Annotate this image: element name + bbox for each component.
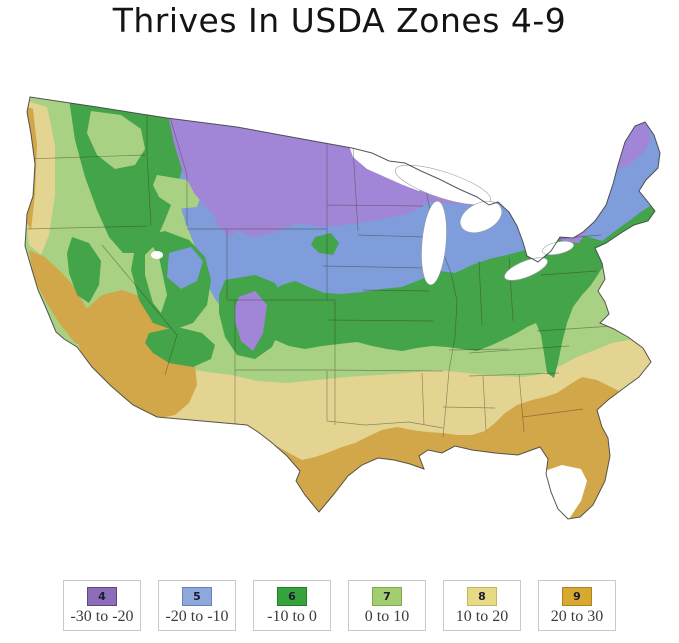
lake-superior xyxy=(394,164,492,206)
zone4-range: -30 to -20 xyxy=(70,608,134,625)
zone9-swatch: 9 xyxy=(562,587,592,606)
zone7-range: 0 to 10 xyxy=(364,608,410,625)
legend-item-zone4: 4 -30 to -20 xyxy=(63,580,141,631)
legend-item-zone5: 5 -20 to -10 xyxy=(158,580,236,631)
zone9-range: 20 to 30 xyxy=(550,608,604,625)
page-title: Thrives In USDA Zones 4-9 xyxy=(112,1,567,40)
legend-item-zone9: 9 20 to 30 xyxy=(538,580,616,631)
us-outline xyxy=(24,96,661,520)
zone4-swatch: 4 xyxy=(87,587,117,606)
zone5-range: -20 to -10 xyxy=(165,608,229,625)
legend-item-zone8: 8 10 to 20 xyxy=(443,580,521,631)
state-borders xyxy=(25,99,644,438)
lake-michigan xyxy=(421,200,447,286)
zone7-swatch: 7 xyxy=(372,587,402,606)
zone8-swatch: 8 xyxy=(467,587,497,606)
zone-legend: 4 -30 to -20 5 -20 to -10 6 -10 to 0 7 0… xyxy=(0,580,679,631)
lake-erie xyxy=(504,257,548,281)
zone8-range: 10 to 20 xyxy=(455,608,509,625)
zone5-plateaus xyxy=(167,231,243,289)
legend-item-zone6: 6 -10 to 0 xyxy=(253,580,331,631)
zone5-swatch: 5 xyxy=(182,587,212,606)
usda-zone-map xyxy=(17,85,662,575)
us-map-svg xyxy=(24,96,661,520)
zone6-range: -10 to 0 xyxy=(267,608,317,625)
lake-huron xyxy=(459,200,503,234)
legend-item-zone7: 7 0 to 10 xyxy=(348,580,426,631)
zone6-swatch: 6 xyxy=(277,587,307,606)
